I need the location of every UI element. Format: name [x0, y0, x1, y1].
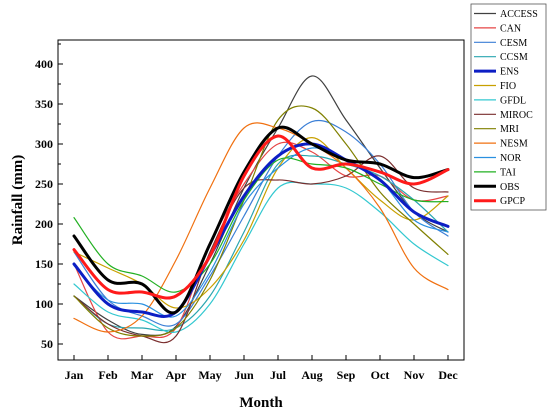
x-tick-label: Jan: [65, 368, 84, 382]
x-tick-label: Sep: [337, 368, 356, 382]
legend: ACCESS CAN CESM CCSM ENS FIO GFDL MIROC MRI NESM N…: [470, 3, 547, 211]
y-tick-label: 100: [35, 297, 53, 311]
legend-label-nesm: NESM: [500, 139, 528, 150]
y-tick-label: 50: [41, 337, 53, 351]
x-tick-label: Feb: [98, 368, 118, 382]
x-tick-label: Dec: [438, 368, 458, 382]
series-line-mri: [73, 105, 449, 337]
legend-label-access: ACCESS: [500, 9, 538, 20]
series-layer: [72, 75, 450, 344]
legend-label-nor: NOR: [500, 153, 521, 164]
y-tick-label: 350: [35, 97, 53, 111]
x-tick-label: Jun: [234, 368, 254, 382]
y-tick-label: 150: [35, 257, 53, 271]
x-tick-label: Jul: [270, 368, 287, 382]
legend-label-ens: ENS: [500, 67, 519, 78]
legend-label-gpcp: GPCP: [500, 196, 525, 207]
series-line-gpcp: [72, 134, 450, 300]
legend-label-tai: TAI: [500, 167, 516, 178]
y-tick-label: 300: [35, 137, 53, 151]
axis-layer: 50 100 150 200 250 300 350 400 Jan Feb Mar Apr May Ju…: [35, 43, 458, 382]
series-line-gfdl: [73, 181, 449, 333]
y-tick-label: 400: [35, 57, 53, 71]
y-tick-label: 200: [35, 217, 53, 231]
series-line-ens: [72, 142, 450, 318]
x-tick-label: Mar: [131, 368, 154, 382]
x-tick-label: Apr: [166, 368, 187, 382]
y-tick-label: 250: [35, 177, 53, 191]
legend-label-mri: MRI: [500, 124, 519, 135]
legend-label-ccsm: CCSM: [500, 52, 528, 63]
x-tick-label: Aug: [301, 368, 322, 382]
series-line-obs: [72, 125, 450, 315]
legend-label-cesm: CESM: [500, 38, 527, 49]
legend-frame: [470, 3, 547, 211]
series-line-nesm: [73, 122, 449, 333]
series-line-ccsm: [73, 154, 449, 332]
plot-frame: [57, 39, 465, 361]
legend-label-obs: OBS: [500, 182, 519, 193]
y-axis-title: Rainfall (mm): [10, 155, 26, 245]
x-tick-label: Nov: [404, 368, 425, 382]
legend-label-gfdl: GFDL: [500, 95, 526, 106]
legend-label-miroc: MIROC: [500, 110, 533, 121]
x-tick-label: Oct: [371, 368, 390, 382]
legend-label-can: CAN: [500, 23, 521, 34]
series-line-tai: [73, 157, 449, 293]
x-axis-title: Month: [239, 395, 283, 411]
legend-label-fio: FIO: [500, 81, 516, 92]
x-tick-label: May: [198, 368, 221, 382]
series-line-access: [73, 75, 449, 337]
